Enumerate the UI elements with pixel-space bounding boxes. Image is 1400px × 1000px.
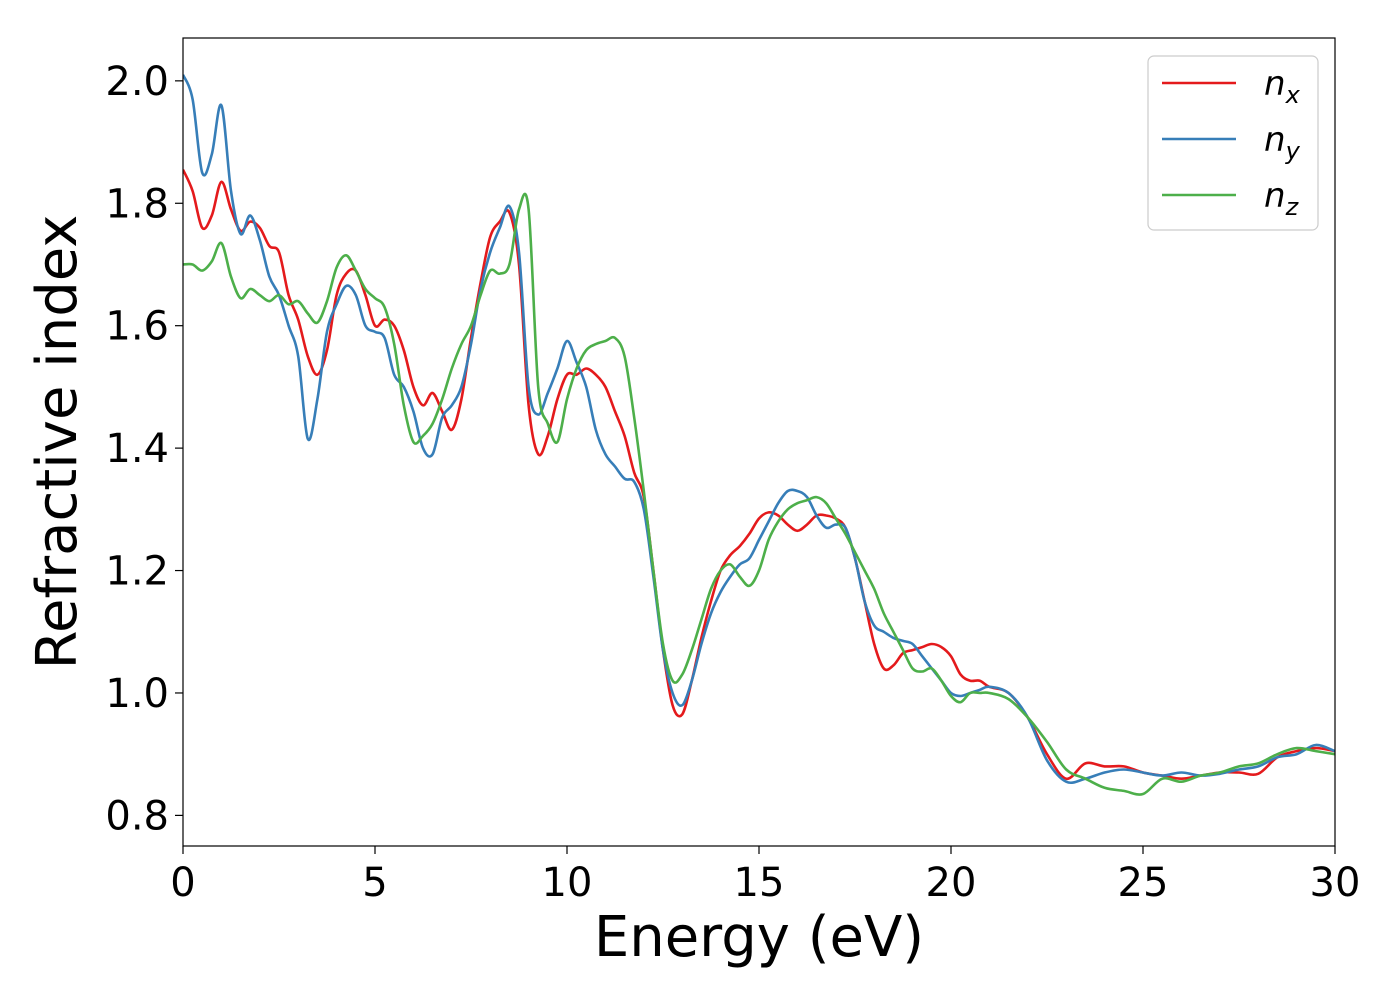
series-layer <box>183 74 1335 796</box>
x-tick-label: 5 <box>362 860 387 906</box>
y-tick-label: 1.6 <box>105 304 169 350</box>
series-line-ny <box>183 74 1335 785</box>
y-tick-label: 2.0 <box>105 59 169 105</box>
y-tick-label: 1.0 <box>105 671 169 717</box>
x-axis-label: Energy (eV) <box>594 905 924 970</box>
x-axis-ticks: 0 5 10 15 20 25 30 <box>170 846 1360 906</box>
y-tick-label: 0.8 <box>105 793 169 839</box>
legend-label-ny: ny <box>1264 120 1301 165</box>
legend-label-nx: nx <box>1264 64 1301 109</box>
legend-label-nz: nz <box>1264 176 1300 221</box>
legend-box <box>1147 55 1319 231</box>
y-tick-label: 1.2 <box>105 549 169 595</box>
x-tick-label: 25 <box>1118 860 1169 906</box>
legend: nx ny nz <box>1147 55 1319 231</box>
y-tick-label: 1.8 <box>105 181 169 227</box>
x-tick-label: 0 <box>170 860 195 906</box>
x-tick-label: 20 <box>926 860 977 906</box>
y-axis-ticks: 0.8 1.0 1.2 1.4 1.6 1.8 2.0 <box>105 59 183 839</box>
series-line-nz <box>183 192 1335 796</box>
x-tick-label: 10 <box>542 860 593 906</box>
y-tick-label: 1.4 <box>105 426 169 472</box>
x-tick-label: 15 <box>734 860 785 906</box>
y-axis-label: Refractive index <box>25 215 90 670</box>
x-tick-label: 30 <box>1310 860 1361 906</box>
